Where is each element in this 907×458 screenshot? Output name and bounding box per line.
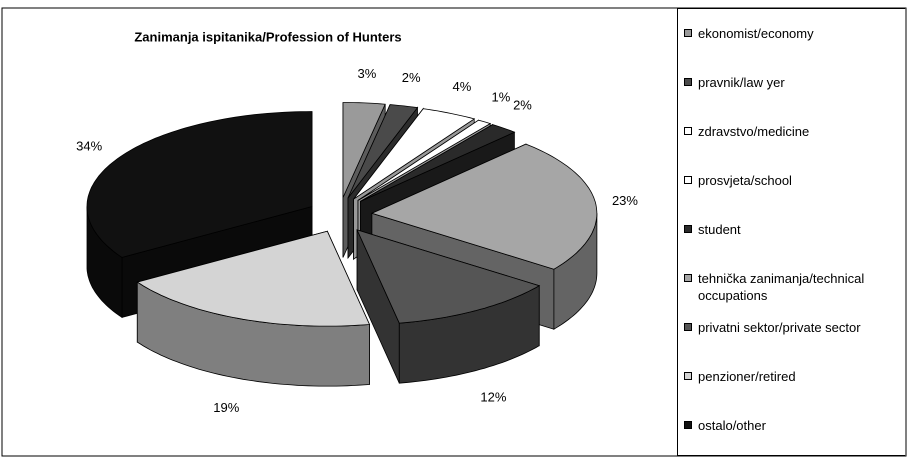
legend-item: privatni sektor/private sector — [684, 319, 904, 336]
legend-label: zdravstvo/medicine — [698, 124, 810, 139]
legend-label: prosvjeta/school — [698, 173, 792, 188]
slice-top — [357, 119, 492, 201]
legend-swatch — [684, 176, 692, 184]
legend-label: penzioner/retired — [698, 369, 796, 384]
legend-label: ostalo/other — [698, 418, 766, 433]
data-label: 3% — [358, 66, 377, 81]
legend-item: pravnik/law yer — [684, 74, 904, 91]
legend-label: student — [698, 222, 741, 237]
legend-swatch — [684, 372, 692, 380]
legend-label: tehnička zanimanja/technical occupations — [698, 271, 865, 303]
legend-item: ekonomist/economy — [684, 25, 904, 42]
legend-label: ekonomist/economy — [698, 26, 814, 41]
data-label: 4% — [452, 79, 471, 94]
data-label: 34% — [76, 138, 102, 153]
slice-top — [356, 229, 541, 324]
slice-top — [342, 102, 386, 198]
slice-top — [353, 108, 476, 200]
legend-item: penzioner/retired — [684, 368, 904, 385]
legend-item: tehnička zanimanja/technical occupations — [684, 270, 904, 304]
legend-swatch — [684, 323, 692, 331]
legend: ekonomist/economy pravnik/law yer zdravstv… — [677, 8, 905, 456]
legend-item: student — [684, 221, 904, 238]
slice-top — [136, 230, 371, 327]
legend-label: pravnik/law yer — [698, 75, 785, 90]
legend-swatch — [684, 29, 692, 37]
data-label: 23% — [612, 193, 638, 208]
slice-top — [360, 124, 516, 202]
legend-swatch — [684, 225, 692, 233]
frame — [1, 7, 907, 457]
legend-label: privatni sektor/private sector — [698, 320, 861, 335]
data-label: 1% — [491, 90, 510, 105]
slice — [356, 229, 541, 384]
chart-title: Zanimanja ispitanika/Profession of Hunte… — [134, 29, 401, 44]
slice-top — [370, 143, 598, 270]
slice-top — [86, 111, 313, 258]
data-label: 2% — [513, 98, 532, 113]
legend-swatch — [684, 78, 692, 86]
slice — [136, 230, 371, 387]
legend-swatch — [684, 127, 692, 135]
slice-top — [347, 104, 419, 199]
data-label: 2% — [402, 70, 421, 85]
legend-swatch — [684, 421, 692, 429]
data-label: 19% — [213, 400, 239, 415]
legend-swatch — [684, 274, 692, 282]
legend-item: prosvjeta/school — [684, 172, 904, 189]
legend-item: ostalo/other — [684, 417, 904, 434]
legend-item: zdravstvo/medicine — [684, 123, 904, 140]
data-label: 12% — [480, 390, 506, 405]
